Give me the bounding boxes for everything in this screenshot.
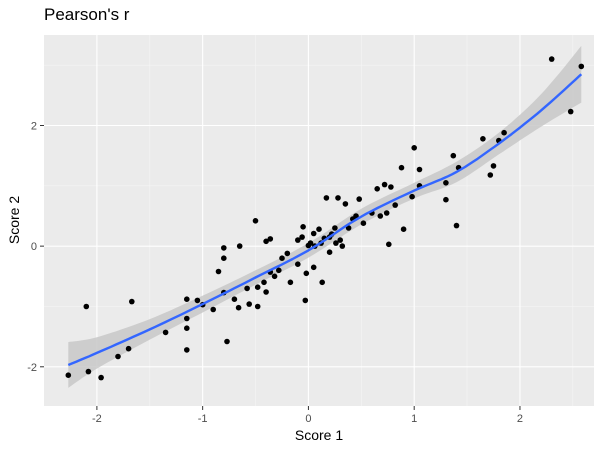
data-point [263,238,269,245]
data-point [388,184,394,190]
smooth-line [67,73,583,367]
data-point [501,129,507,136]
x-tick-label: 0 [305,413,311,425]
data-point [480,136,486,142]
x-axis-ticks: -2 -1 0 1 2 [92,406,523,425]
data-point [300,224,306,230]
data-point [411,145,418,151]
data-point [129,298,135,305]
data-point [184,296,190,303]
data-point [299,234,305,240]
data-point [307,240,314,246]
data-point [356,196,363,202]
data-point [316,226,322,232]
y-axis-ticks: -2 0 2 [27,120,44,374]
x-tick-label: -1 [198,413,208,425]
data-point [383,210,390,216]
data-point [263,289,269,295]
data-point [443,196,449,203]
data-point [271,273,278,280]
data-point [319,279,326,286]
data-point [377,213,384,219]
data-point [295,237,301,243]
data-point [333,240,339,246]
x-tick-label: 2 [517,413,523,425]
data-point [287,279,294,286]
data-point [184,325,190,332]
data-point [276,267,282,274]
data-point [284,250,291,257]
scatter-points [65,56,585,381]
data-point [85,368,92,375]
data-point [236,243,243,249]
data-point [215,268,222,275]
data-point [83,303,90,310]
data-point [337,237,344,243]
data-point [323,195,330,201]
data-point [303,270,310,277]
data-point [254,284,261,291]
data-point [335,195,341,201]
data-point [453,222,460,229]
data-point [221,255,227,261]
data-point [252,218,259,224]
data-point [386,241,392,248]
y-tick-label: -2 [27,362,37,374]
x-tick-label: 1 [411,413,417,425]
data-point [295,261,301,268]
smooth-line-layer [67,73,583,367]
data-point [490,163,497,169]
data-point [310,230,317,237]
data-point [374,186,381,192]
data-point [125,345,132,352]
x-tick-label: -2 [92,413,102,425]
data-point [339,243,346,249]
data-point [162,329,169,336]
data-point [326,249,333,255]
data-point [115,353,121,360]
data-point [279,255,285,261]
data-point [443,180,449,186]
data-point [567,108,574,115]
data-point [392,202,399,208]
data-point [65,372,72,379]
data-point [231,296,238,303]
data-point [267,236,274,242]
data-point [224,338,230,345]
data-point [416,166,423,173]
data-point [353,213,359,219]
data-point [302,297,309,304]
data-point [548,56,555,62]
y-axis-label: Score 2 [6,196,22,244]
data-point [194,297,201,304]
data-point [342,201,349,207]
data-point [345,225,352,231]
data-point [184,315,190,322]
data-point [360,220,367,226]
data-point [254,303,261,310]
data-point [409,193,415,200]
data-point [246,301,252,307]
y-tick-label: 0 [31,241,37,253]
data-point [381,181,388,188]
data-point [98,374,104,381]
data-point [487,172,494,178]
data-point [398,164,405,171]
data-point [221,245,227,251]
chart-title: Pearson's r [44,5,130,24]
data-point [184,347,190,353]
data-point [400,226,407,232]
data-point [310,264,317,271]
data-point [210,306,216,313]
data-point [235,304,242,311]
data-point [332,225,338,231]
data-point [578,63,585,70]
data-point [450,152,457,159]
data-point [261,279,267,286]
data-point [244,285,250,292]
x-axis-label: Score 1 [295,427,343,443]
y-tick-label: 2 [31,120,37,132]
